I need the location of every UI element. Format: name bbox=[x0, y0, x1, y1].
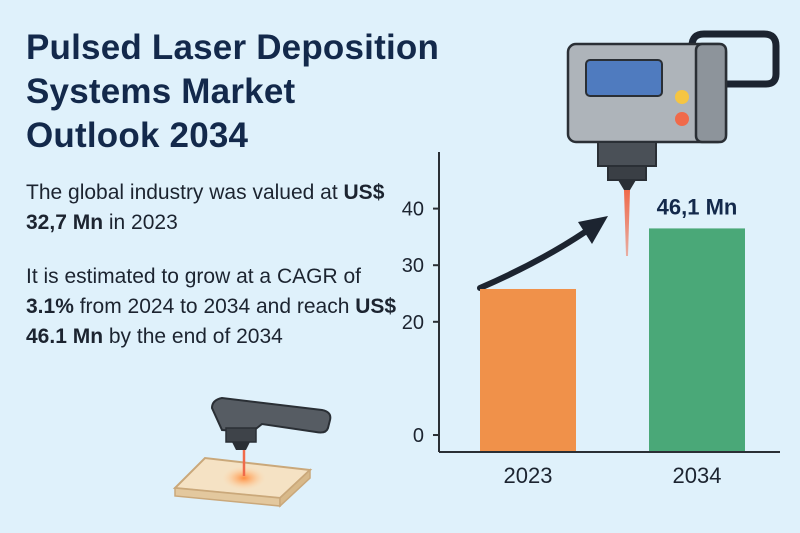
y-tick-label: 30 bbox=[402, 255, 424, 277]
y-tick-label: 20 bbox=[402, 312, 424, 334]
category-label-2023: 2023 bbox=[504, 463, 553, 488]
bars bbox=[480, 228, 745, 451]
category-labels: 2023 2034 bbox=[504, 463, 722, 488]
forecast-pre: It is estimated to grow at a CAGR of bbox=[26, 265, 361, 288]
forecast-text: It is estimated to grow at a CAGR of 3.1… bbox=[26, 262, 406, 352]
y-ticks: 0 20 30 40 bbox=[402, 199, 439, 447]
forecast-value: US$ 46.1 Mn bbox=[26, 295, 397, 348]
valuation-pre: The global industry was valued at bbox=[26, 181, 344, 204]
laser-nozzle-icon bbox=[172, 396, 332, 508]
page-title: Pulsed Laser Deposition Systems Market O… bbox=[26, 26, 496, 158]
forecast-cagr: 3.1% bbox=[26, 295, 74, 318]
data-labels: 46,1 Mn bbox=[657, 194, 738, 219]
bar-2034 bbox=[649, 228, 745, 451]
forecast-post: by the end of 2034 bbox=[103, 325, 283, 348]
category-label-2034: 2034 bbox=[673, 463, 722, 488]
growth-arrow-icon bbox=[477, 216, 608, 291]
y-tick-label: 0 bbox=[413, 425, 424, 447]
valuation-post: in 2023 bbox=[103, 211, 178, 234]
data-label-2034: 46,1 Mn bbox=[657, 194, 738, 219]
laser-beam-icon bbox=[624, 190, 630, 256]
title-line-3: Outlook 2034 bbox=[26, 116, 249, 155]
valuation-value: US$ 32,7 Mn bbox=[26, 181, 385, 234]
title-line-1: Pulsed Laser Deposition bbox=[26, 28, 440, 67]
title-line-2: Systems Market bbox=[26, 72, 296, 111]
y-tick-label: 40 bbox=[402, 199, 424, 221]
forecast-mid: from 2024 to 2034 and reach bbox=[73, 295, 356, 318]
bar-2023 bbox=[480, 288, 576, 451]
valuation-text: The global industry was valued at US$ 32… bbox=[26, 178, 406, 238]
laser-machine-icon bbox=[566, 30, 780, 190]
